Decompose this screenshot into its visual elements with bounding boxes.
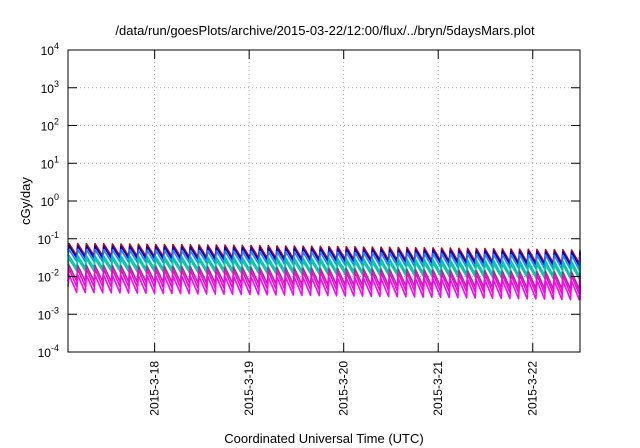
y-tick-label: 103 [41, 79, 59, 96]
series-line-7 [67, 274, 581, 301]
y-tick-label: 101 [41, 154, 59, 171]
y-axis-label: cGy/day [18, 177, 33, 225]
plot-series-group [67, 242, 581, 301]
x-tick-label: 2015-3-21 [431, 361, 445, 416]
y-tick-label: 10-1 [38, 230, 59, 247]
y-tick-label: 10-2 [38, 268, 59, 285]
x-tick-label: 2015-3-22 [526, 361, 540, 416]
y-tick-label: 100 [41, 192, 59, 209]
y-tick-label: 102 [41, 117, 59, 134]
axis-ticks: 10-4 10-3 10-2 10-1 100 101 102 103 104 2015-3-18… [38, 41, 580, 416]
x-tick-label: 2015-3-20 [337, 361, 351, 416]
y-tick-label: 10-3 [38, 305, 59, 322]
x-axis-label: Coordinated Universal Time (UTC) [224, 431, 423, 446]
grid-lines [68, 50, 580, 352]
y-tick-label: 10-4 [38, 343, 59, 360]
x-tick-label: 2015-3-18 [148, 361, 162, 416]
x-tick-label: 2015-3-19 [242, 361, 256, 416]
y-tick-label: 104 [41, 41, 59, 58]
chart-title: /data/run/goesPlots/archive/2015-03-22/1… [115, 23, 535, 38]
